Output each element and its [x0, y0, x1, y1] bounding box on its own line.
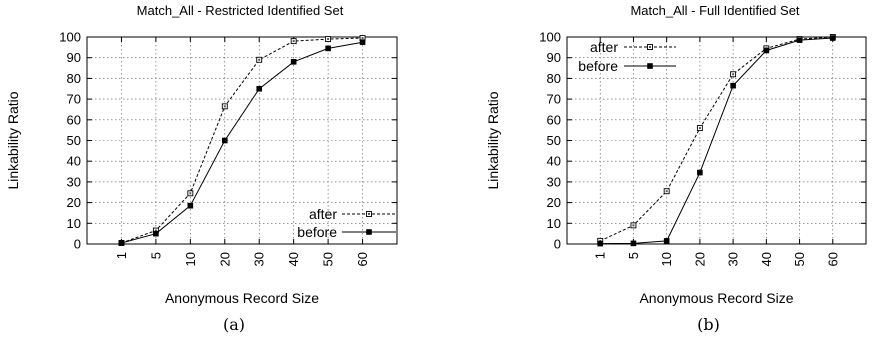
y-axis-label: Linkability Ratio: [485, 91, 501, 189]
y-tick-label: 40: [547, 154, 561, 169]
y-tick-label: 30: [67, 174, 81, 189]
x-axis-label: Anonymous Record Size: [639, 290, 793, 306]
data-point-before: [187, 202, 194, 209]
legend-label-before: before: [578, 58, 618, 74]
y-tick-label: 20: [67, 195, 81, 210]
series-line-before: [121, 41, 363, 244]
x-tick-label: 20: [692, 252, 707, 266]
x-axis-label: Anonymous Record Size: [165, 290, 319, 306]
legend-label-after: after: [590, 39, 618, 55]
x-tick-label: 40: [286, 252, 301, 266]
y-tick-label: 60: [547, 112, 561, 127]
y-axis-label: Linkability Ratio: [5, 91, 21, 189]
x-tick-label: 40: [759, 252, 774, 266]
data-point-before: [630, 240, 637, 247]
y-tick-label: 90: [547, 50, 561, 65]
y-tick-label: 40: [67, 154, 81, 169]
y-tick-label: 70: [67, 92, 81, 107]
series-line-before: [600, 37, 833, 245]
data-point-before: [325, 45, 331, 52]
x-tick-label: 30: [252, 252, 267, 266]
y-tick-label: 80: [547, 71, 561, 86]
data-point-before: [730, 82, 736, 89]
x-tick-label: 20: [217, 252, 232, 266]
data-point-before: [118, 240, 125, 246]
x-tick-label: 5: [626, 252, 641, 259]
y-tick-label: 0: [74, 237, 81, 252]
legend-label-before: before: [297, 224, 337, 240]
series-line-after: [121, 37, 363, 244]
y-tick-label: 0: [554, 237, 561, 252]
panel-caption: (b): [697, 315, 720, 334]
data-point-before: [796, 37, 803, 43]
x-tick-label: 1: [593, 252, 608, 259]
x-tick-label: 10: [183, 252, 198, 266]
x-tick-label: 5: [148, 252, 163, 259]
x-tick-label: 10: [659, 252, 674, 266]
data-point-before: [153, 230, 159, 237]
x-tick-label: 30: [726, 252, 741, 266]
y-tick-label: 50: [67, 133, 81, 148]
y-tick-label: 70: [547, 92, 561, 107]
data-point-before: [221, 137, 228, 144]
x-tick-label: 1: [114, 252, 129, 259]
chart-panel-a: Match_All - Restricted Identified Set 0 10…: [5, 3, 398, 334]
y-tick-label: 100: [59, 30, 81, 45]
y-tick-label: 10: [547, 216, 561, 231]
y-tick-label: 30: [547, 174, 561, 189]
data-point-before: [359, 39, 366, 45]
data-point-before: [256, 85, 263, 92]
data-point-before: [663, 238, 670, 244]
y-tick-label: 80: [67, 71, 81, 86]
data-point-before: [597, 240, 604, 247]
y-tick-label: 90: [67, 50, 81, 65]
x-tick-label: 50: [792, 252, 807, 266]
x-tick-label: 60: [355, 252, 370, 266]
legend-marker-before: [647, 63, 653, 69]
chart-title: Match_All - Full Identified Set: [630, 3, 799, 18]
chart-title: Match_All - Restricted Identified Set: [137, 3, 344, 18]
data-point-before: [290, 59, 297, 65]
data-point-before: [763, 47, 770, 54]
chart-panel-b: Match_All - Full Identified Set 0 10 20 30 40…: [485, 3, 867, 334]
series-line-after: [599, 36, 833, 242]
legend-marker-before: [366, 229, 372, 235]
data-point-before: [697, 169, 703, 176]
y-tick-label: 20: [547, 195, 561, 210]
panel-caption: (a): [223, 315, 245, 334]
data-point-before: [829, 35, 836, 41]
y-tick-label: 60: [67, 112, 81, 127]
y-tick-label: 50: [547, 133, 561, 148]
y-tick-label: 100: [539, 30, 561, 45]
legend-label-after: after: [309, 206, 337, 222]
x-tick-label: 60: [825, 252, 840, 266]
plot-frame: [86, 36, 398, 245]
y-tick-label: 10: [67, 216, 81, 231]
x-tick-label: 50: [321, 252, 336, 266]
